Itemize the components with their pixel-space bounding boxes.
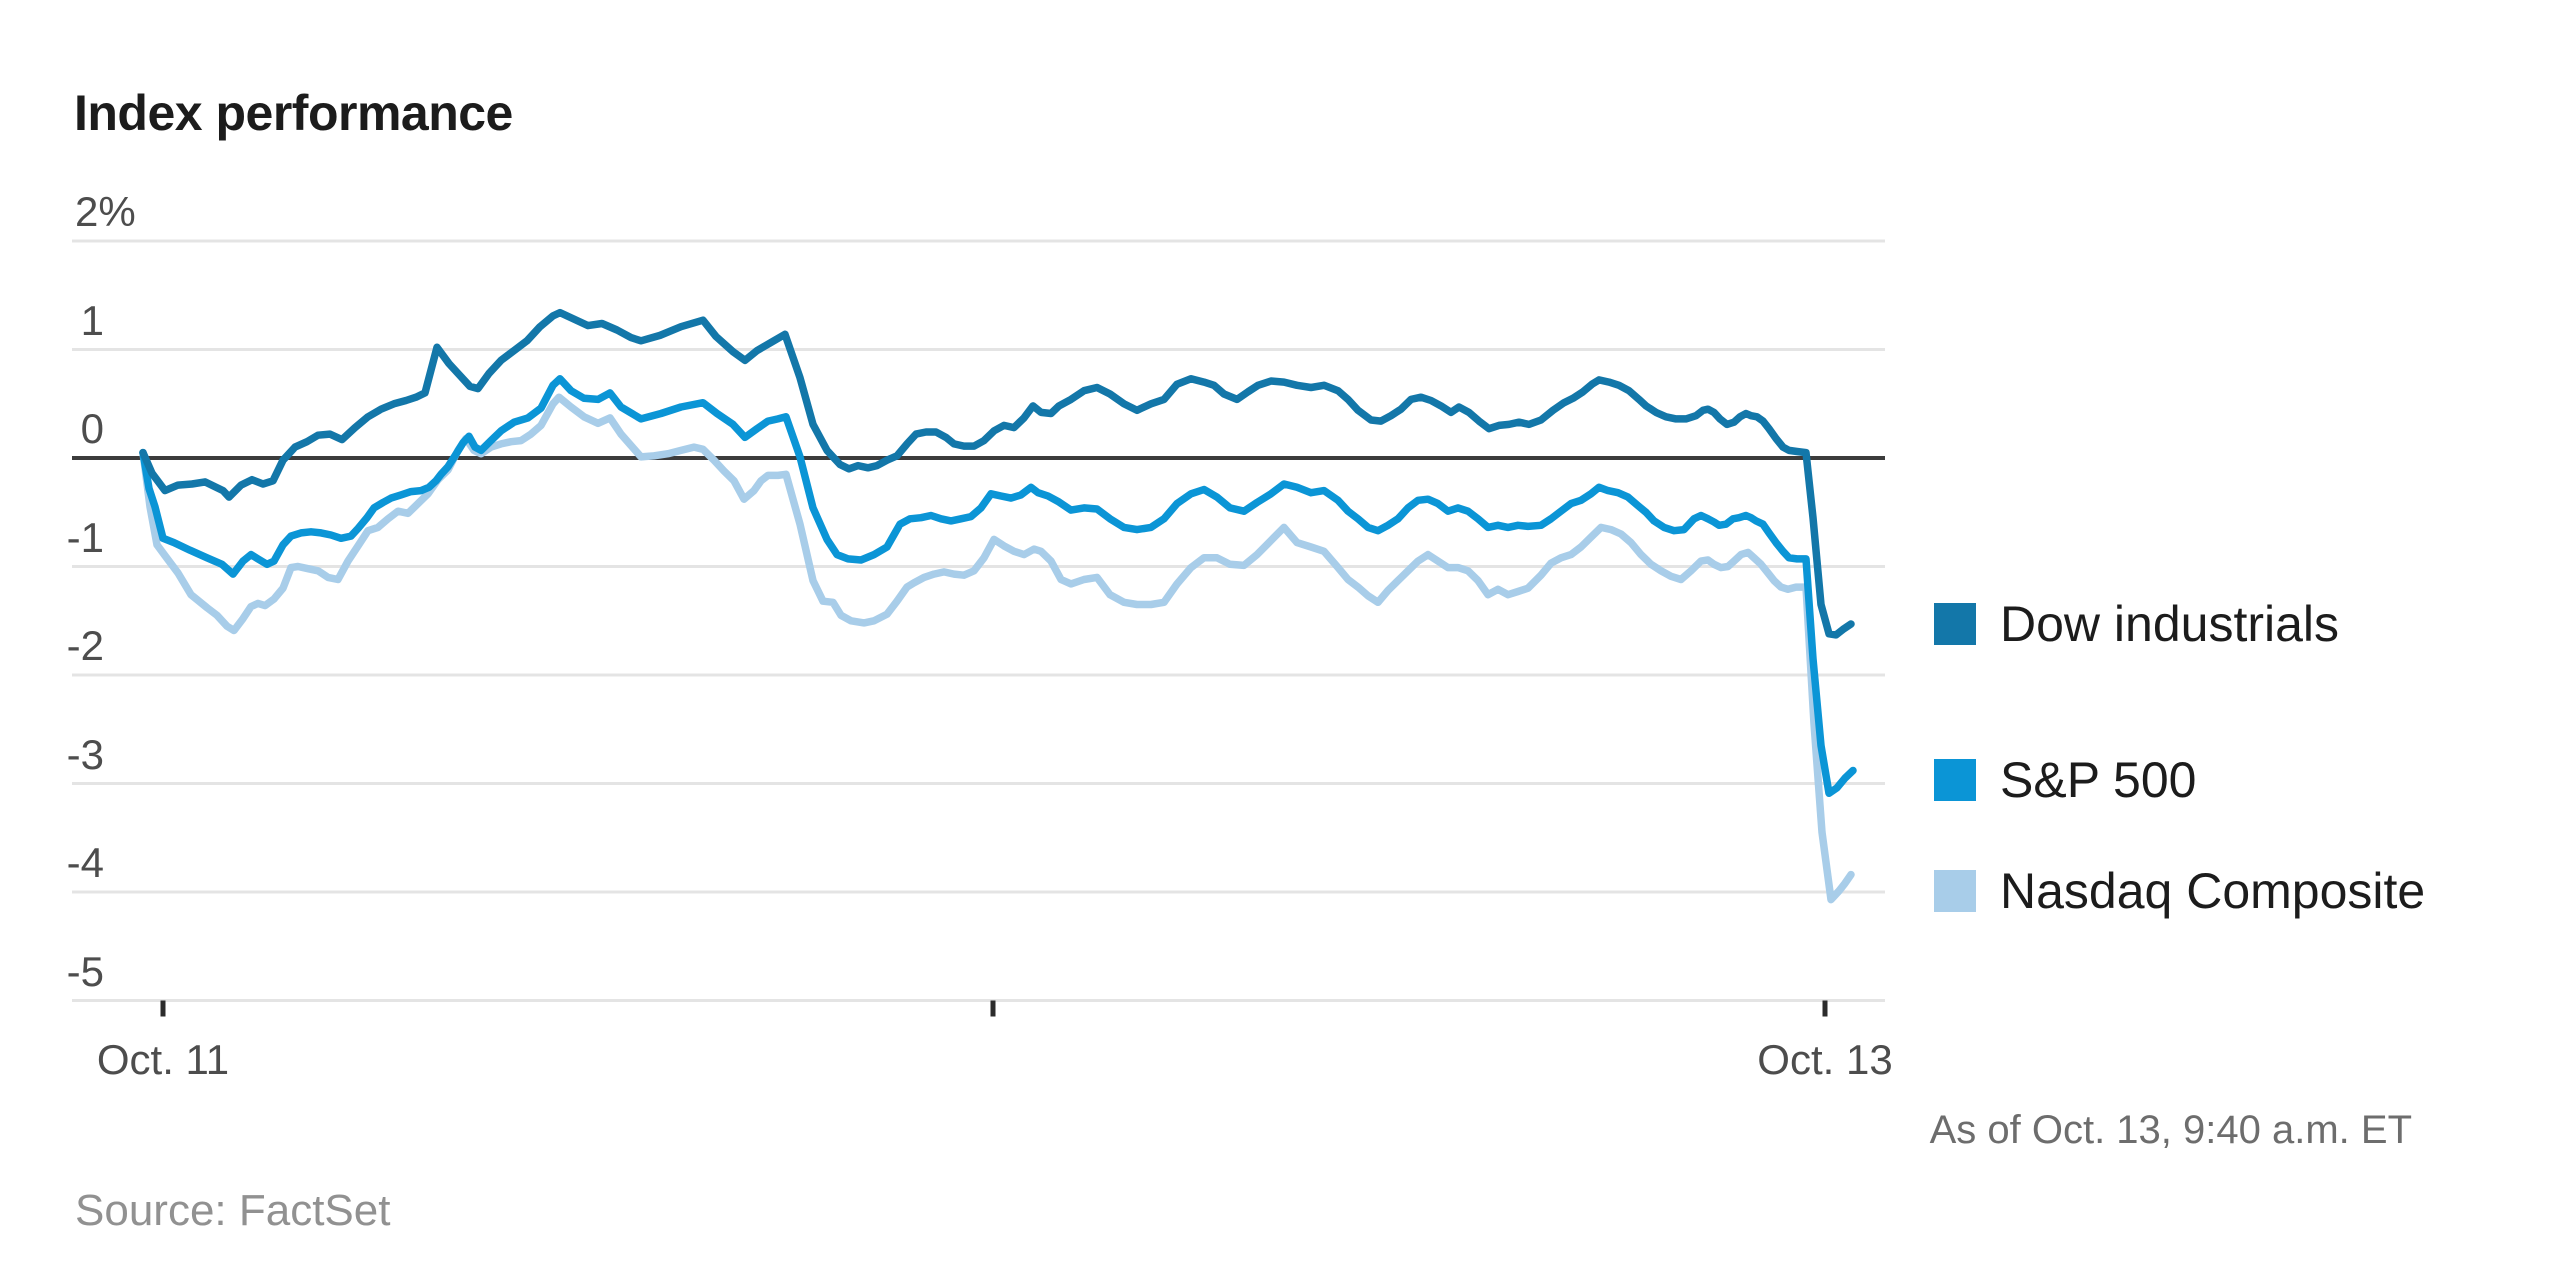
legend-item-sp-500: S&P 500 (1934, 752, 2197, 808)
y-axis-label: 2% (75, 188, 136, 235)
legend-label: S&P 500 (2000, 752, 2197, 808)
legend-label: Dow industrials (2000, 596, 2340, 652)
series-line-s-p-500 (139, 375, 1857, 798)
nasdaq-composite-swatch-icon (1934, 870, 1976, 912)
x-axis-label: Oct. 13 (1757, 1035, 1893, 1083)
y-axis-label: -2 (66, 622, 104, 669)
as-of-timestamp: As of Oct. 13, 9:40 a.m. ET (1929, 1108, 2412, 1152)
source-note: Source: FactSet (75, 1186, 391, 1235)
legend-item-dow-industrials: Dow industrials (1934, 596, 2340, 652)
y-axis-label: 0 (80, 405, 104, 452)
y-axis-label: -5 (66, 947, 104, 995)
y-axis-label: -1 (66, 513, 104, 561)
chart-title: Index performance (74, 85, 513, 141)
legend-label: Nasdaq Composite (2000, 863, 2426, 919)
series-line-nasdaq-composite (139, 393, 1855, 904)
y-axis-label: -3 (66, 730, 104, 778)
y-axis-label: -4 (66, 839, 104, 886)
sp-500-swatch-icon (1934, 759, 1976, 801)
x-axis-label: Oct. 11 (96, 1035, 230, 1083)
dow-industrials-swatch-icon (1934, 603, 1976, 645)
legend-item-nasdaq-composite: Nasdaq Composite (1934, 863, 2426, 919)
y-axis-label: 1 (80, 296, 104, 344)
series-line-dow-industrials (139, 308, 1855, 639)
